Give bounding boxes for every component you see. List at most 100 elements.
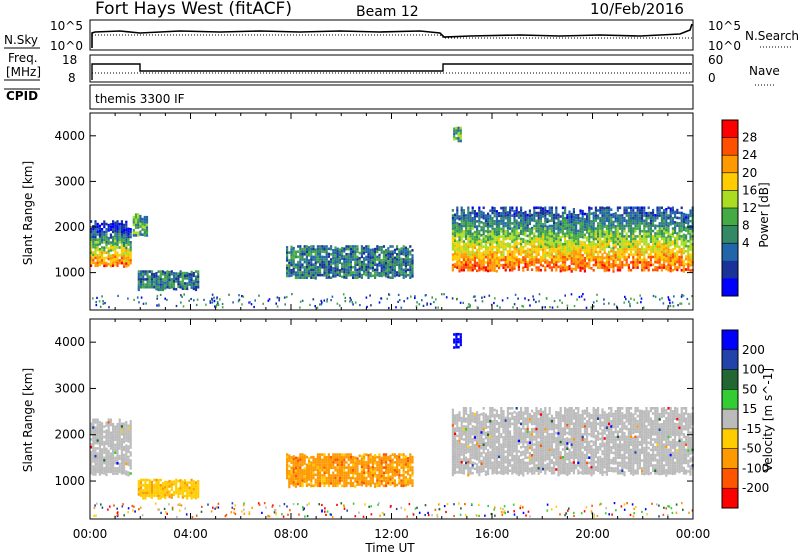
range-cell bbox=[332, 262, 335, 265]
range-cell bbox=[511, 253, 514, 256]
range-cell bbox=[537, 258, 540, 262]
range-cell bbox=[347, 463, 350, 467]
range-cell bbox=[155, 279, 158, 283]
range-cell bbox=[577, 240, 580, 243]
range-cell bbox=[105, 424, 108, 427]
range-cell bbox=[608, 268, 611, 272]
range-cell bbox=[343, 268, 346, 271]
range-cell bbox=[476, 251, 479, 254]
range-cell bbox=[374, 461, 377, 465]
range-cell bbox=[347, 468, 350, 472]
near-range-speckle bbox=[395, 306, 397, 309]
range-cell bbox=[643, 229, 646, 233]
range-cell bbox=[537, 227, 540, 230]
range-cell bbox=[579, 219, 582, 223]
range-cell bbox=[522, 212, 525, 215]
range-cell bbox=[146, 489, 149, 492]
range-cell bbox=[484, 214, 487, 217]
range-cell bbox=[550, 206, 553, 210]
range-cell bbox=[638, 224, 641, 228]
range-cell bbox=[96, 254, 99, 257]
range-cell bbox=[553, 218, 556, 222]
range-cell bbox=[371, 261, 374, 264]
range-cell bbox=[504, 268, 507, 272]
range-cell bbox=[103, 435, 106, 439]
range-cell bbox=[638, 222, 641, 225]
range-cell bbox=[352, 247, 355, 251]
range-cell bbox=[305, 481, 308, 485]
range-cell bbox=[471, 258, 474, 262]
range-cell bbox=[515, 248, 518, 251]
range-cell bbox=[667, 261, 670, 264]
range-cell bbox=[616, 263, 619, 267]
range-cell bbox=[520, 219, 523, 223]
range-cell bbox=[550, 237, 553, 241]
range-cell bbox=[391, 250, 394, 253]
range-cell bbox=[537, 245, 540, 249]
range-cell bbox=[109, 243, 112, 247]
range-cell bbox=[157, 270, 160, 273]
range-cell bbox=[564, 268, 567, 272]
range-cell bbox=[685, 213, 688, 217]
range-cell bbox=[396, 271, 399, 274]
range-cell bbox=[451, 450, 454, 453]
range-cell bbox=[619, 240, 622, 243]
range-cell bbox=[101, 422, 104, 425]
range-cell bbox=[583, 236, 586, 239]
range-cell bbox=[469, 224, 472, 228]
range-cell bbox=[299, 253, 302, 256]
range-cell bbox=[687, 252, 690, 256]
range-cell bbox=[157, 275, 160, 279]
range-cell bbox=[118, 431, 121, 435]
range-cell bbox=[504, 255, 507, 259]
range-cell bbox=[325, 479, 328, 482]
range-cell bbox=[605, 263, 608, 267]
range-cell bbox=[183, 481, 187, 485]
range-cell bbox=[515, 209, 518, 212]
range-cell bbox=[141, 228, 144, 231]
range-cell bbox=[627, 266, 630, 269]
range-cell bbox=[460, 263, 463, 267]
range-cell bbox=[105, 241, 108, 244]
range-cell bbox=[312, 466, 315, 469]
range-cell bbox=[493, 256, 496, 259]
range-cell bbox=[451, 439, 454, 443]
range-cell bbox=[526, 250, 529, 253]
range-cell bbox=[404, 481, 407, 484]
range-cell bbox=[389, 470, 392, 473]
range-cell bbox=[544, 261, 547, 264]
range-cell bbox=[137, 215, 140, 219]
range-cell bbox=[120, 254, 123, 257]
range-cell bbox=[94, 467, 97, 471]
range-cell bbox=[515, 214, 518, 217]
range-cell bbox=[294, 456, 297, 460]
range-cell bbox=[473, 254, 476, 257]
range-cell bbox=[559, 259, 562, 262]
range-cell bbox=[129, 251, 132, 254]
range-cell bbox=[400, 247, 403, 250]
range-cell bbox=[636, 235, 639, 238]
range-cell bbox=[114, 459, 117, 462]
range-cell bbox=[153, 483, 156, 487]
range-cell bbox=[557, 239, 560, 243]
range-cell bbox=[462, 219, 465, 223]
range-cell bbox=[625, 222, 628, 225]
range-cell bbox=[482, 253, 485, 256]
range-cell bbox=[533, 261, 536, 264]
range-cell bbox=[183, 489, 187, 493]
range-cell bbox=[127, 238, 130, 241]
range-cell bbox=[409, 268, 412, 272]
nave-right-tick-bottom: 0 bbox=[708, 71, 716, 85]
range-cell bbox=[363, 468, 366, 472]
range-cell bbox=[671, 235, 674, 238]
range-cell bbox=[341, 252, 344, 255]
range-cell bbox=[555, 227, 558, 230]
range-cell bbox=[360, 465, 363, 469]
range-cell bbox=[380, 480, 383, 483]
range-cell bbox=[513, 262, 516, 265]
range-cell bbox=[292, 465, 295, 469]
range-cell bbox=[583, 259, 586, 263]
range-cell bbox=[678, 266, 681, 269]
range-cell bbox=[643, 209, 646, 212]
